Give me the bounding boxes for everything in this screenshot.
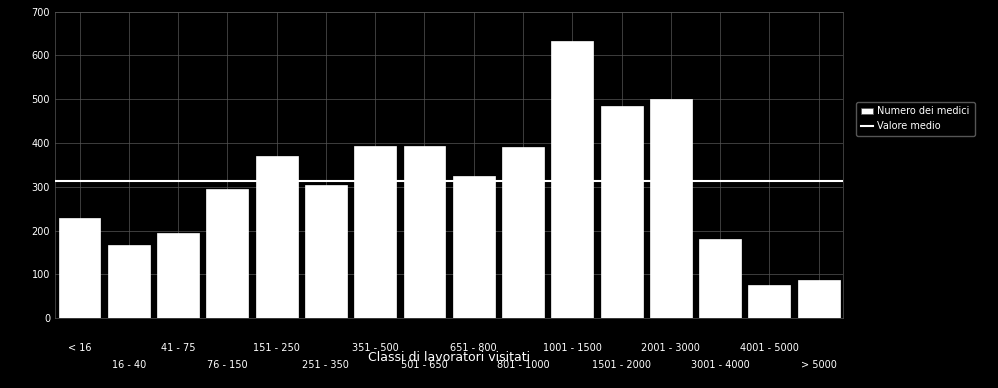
Bar: [157, 233, 199, 318]
Text: 3001 - 4000: 3001 - 4000: [691, 360, 749, 370]
Bar: [601, 106, 643, 318]
Text: 351 - 500: 351 - 500: [352, 343, 398, 353]
Text: 501 - 650: 501 - 650: [401, 360, 448, 370]
Bar: [207, 189, 249, 318]
Bar: [255, 156, 297, 318]
Text: < 16: < 16: [68, 343, 91, 353]
Text: 76 - 150: 76 - 150: [207, 360, 248, 370]
Text: 4001 - 5000: 4001 - 5000: [740, 343, 798, 353]
Bar: [551, 41, 593, 318]
Text: 16 - 40: 16 - 40: [112, 360, 146, 370]
Text: 2001 - 3000: 2001 - 3000: [642, 343, 701, 353]
Legend: Numero dei medici, Valore medio: Numero dei medici, Valore medio: [856, 102, 975, 136]
Bar: [700, 239, 742, 318]
Bar: [502, 147, 544, 318]
Bar: [305, 185, 347, 318]
Text: 251 - 350: 251 - 350: [302, 360, 349, 370]
Text: 41 - 75: 41 - 75: [161, 343, 196, 353]
Bar: [108, 246, 150, 318]
Text: > 5000: > 5000: [800, 360, 836, 370]
Bar: [403, 146, 445, 318]
Text: 801 - 1000: 801 - 1000: [497, 360, 549, 370]
Bar: [650, 99, 692, 318]
Bar: [354, 146, 396, 318]
Bar: [797, 280, 839, 318]
X-axis label: Classi di lavoratori visitati: Classi di lavoratori visitati: [368, 352, 530, 364]
Text: 1001 - 1500: 1001 - 1500: [543, 343, 602, 353]
Bar: [453, 176, 495, 318]
Bar: [59, 218, 101, 318]
Bar: [748, 285, 790, 318]
Text: 151 - 250: 151 - 250: [253, 343, 300, 353]
Text: 1501 - 2000: 1501 - 2000: [592, 360, 651, 370]
Text: 651 - 800: 651 - 800: [450, 343, 497, 353]
